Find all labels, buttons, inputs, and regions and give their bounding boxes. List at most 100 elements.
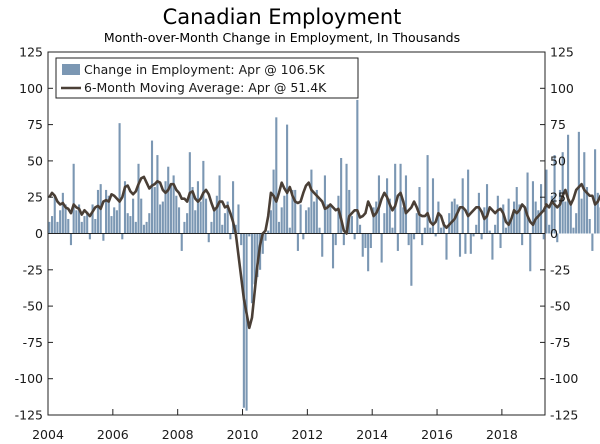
- employment-bar: [80, 221, 83, 234]
- legend-bar-swatch: [62, 64, 80, 75]
- employment-bar: [51, 216, 54, 234]
- y-tick-label: 0: [550, 226, 558, 241]
- employment-bar: [105, 189, 108, 234]
- employment-bar: [167, 166, 170, 234]
- y-tick-label: 75: [550, 117, 566, 132]
- x-tick-label: 2004: [32, 427, 64, 442]
- y-tick-label: -25: [550, 262, 570, 277]
- employment-bar: [423, 227, 426, 234]
- employment-bar: [483, 207, 486, 234]
- moving-average-line: [48, 175, 600, 330]
- employment-bar: [221, 224, 224, 234]
- employment-bar: [215, 195, 218, 234]
- y-tick-label: -125: [15, 408, 43, 423]
- employment-bar: [491, 233, 494, 260]
- employment-bar: [404, 175, 408, 234]
- employment-bar: [72, 163, 75, 234]
- employment-bar: [342, 233, 345, 246]
- employment-bar: [275, 117, 278, 234]
- employment-bar: [196, 181, 199, 234]
- employment-bar: [369, 233, 372, 249]
- employment-bar: [210, 221, 213, 234]
- x-tick-label: 2016: [421, 427, 453, 442]
- employment-bar: [399, 163, 402, 234]
- employment-bar: [307, 207, 310, 234]
- employment-bar: [291, 189, 294, 234]
- employment-bar: [318, 227, 321, 234]
- legend: Change in Employment: Apr @ 106.5K 6-Mon…: [55, 57, 359, 99]
- x-tick-label: 2014: [356, 427, 388, 442]
- employment-bar: [180, 233, 183, 251]
- employment-bar: [518, 204, 521, 234]
- employment-bar: [75, 210, 78, 234]
- employment-bar: [107, 195, 110, 234]
- employment-bar: [78, 204, 81, 234]
- employment-bar: [191, 187, 194, 234]
- employment-bar: [504, 227, 507, 234]
- employment-bar: [431, 178, 435, 234]
- employment-bar: [126, 213, 129, 234]
- employment-bar: [434, 233, 437, 237]
- y-tick-label: 125: [550, 45, 574, 60]
- y-tick-label: -75: [550, 335, 570, 350]
- employment-bar: [156, 155, 159, 234]
- employment-bar: [545, 169, 548, 234]
- employment-bar: [510, 218, 513, 234]
- y-tick-label: -75: [23, 335, 43, 350]
- employment-bar: [232, 181, 235, 234]
- legend-box: [55, 57, 359, 99]
- employment-bar: [269, 210, 272, 234]
- employment-bar: [177, 207, 181, 234]
- employment-bar: [67, 218, 70, 234]
- employment-bar: [515, 187, 518, 234]
- employment-bar: [485, 184, 489, 234]
- employment-bar: [248, 233, 251, 237]
- employment-bar: [475, 224, 478, 234]
- employment-bar: [572, 227, 575, 234]
- employment-bar: [569, 204, 572, 234]
- employment-bar: [145, 221, 148, 234]
- employment-bar: [310, 169, 313, 234]
- employment-bar: [250, 233, 254, 304]
- employment-bar: [456, 204, 459, 234]
- employment-bar: [199, 201, 202, 234]
- employment-bar: [502, 204, 505, 234]
- employment-bar: [186, 213, 189, 234]
- employment-bar: [172, 175, 175, 234]
- employment-bar: [86, 211, 89, 234]
- employment-bar: [488, 230, 491, 234]
- employment-bar: [396, 233, 399, 251]
- employment-bar: [329, 204, 332, 234]
- employment-bar: [226, 201, 229, 234]
- employment-bar: [350, 216, 353, 234]
- employment-bar: [413, 233, 416, 240]
- employment-bar: [407, 233, 410, 246]
- employment-bar: [345, 163, 348, 234]
- employment-bar: [237, 204, 240, 234]
- employment-bar: [242, 233, 245, 408]
- employment-bar: [594, 149, 597, 234]
- employment-bar: [164, 181, 167, 234]
- x-tick-label: 2012: [291, 427, 323, 442]
- employment-bar: [580, 198, 583, 234]
- employment-bar: [529, 233, 532, 272]
- employment-bar: [334, 233, 337, 246]
- employment-bar: [129, 216, 132, 234]
- employment-bar: [204, 198, 208, 234]
- chart-subtitle: Month-over-Month Change in Employment, I…: [104, 30, 460, 45]
- employment-bar: [321, 233, 324, 257]
- employment-bar: [394, 163, 397, 234]
- employment-bar: [548, 224, 551, 234]
- employment-bar: [299, 204, 302, 234]
- y-tick-label: 25: [27, 190, 43, 205]
- employment-bar: [223, 213, 227, 234]
- employment-bar: [364, 233, 367, 249]
- employment-bar: [591, 233, 594, 251]
- employment-bar: [96, 189, 100, 234]
- employment-bar: [442, 221, 445, 234]
- employment-bar: [161, 201, 164, 234]
- y-tick-label: 50: [550, 153, 566, 168]
- employment-bar: [183, 221, 186, 234]
- employment-bar: [458, 233, 462, 257]
- employment-bar: [553, 155, 556, 234]
